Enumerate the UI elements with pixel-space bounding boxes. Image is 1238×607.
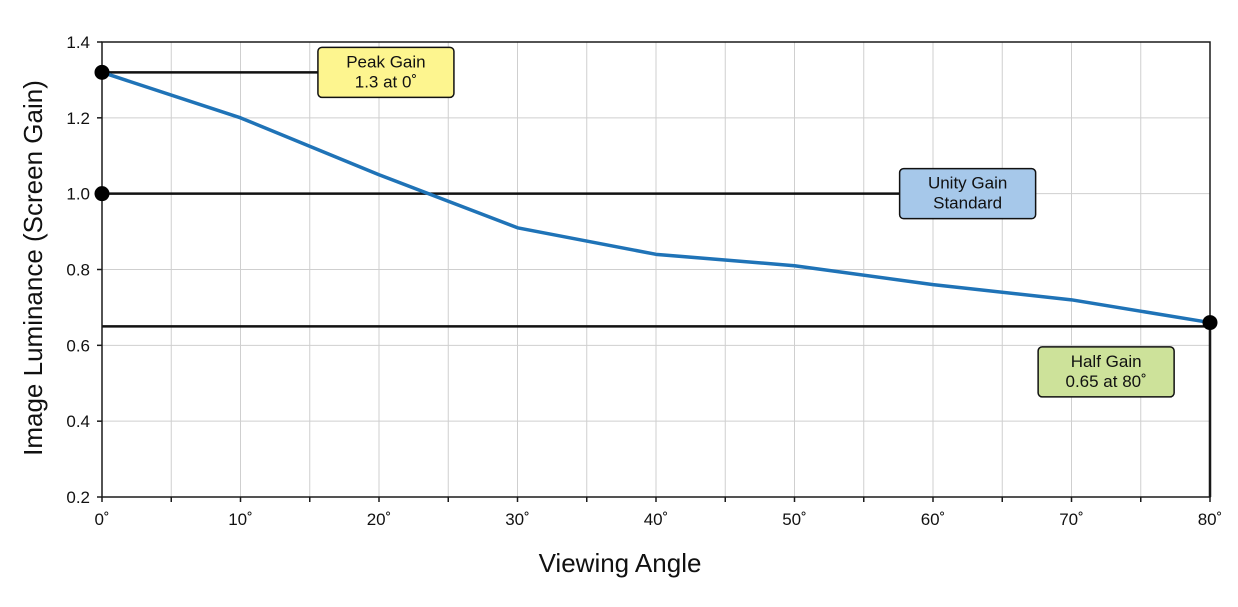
- y-axis-title: Image Luminance (Screen Gain): [18, 80, 48, 456]
- series-line: [100, 70, 1212, 325]
- y-tick-label: 1.4: [66, 33, 90, 52]
- annotation-text: Half Gain: [1071, 352, 1142, 371]
- annotation-text: Peak Gain: [346, 52, 425, 71]
- x-tick-label: 0˚: [94, 510, 109, 529]
- y-tick-label: 1.0: [66, 185, 90, 204]
- x-tick-label: 50˚: [782, 510, 807, 529]
- annotation-box: [317, 46, 455, 99]
- annotation-box: [898, 167, 1037, 220]
- tick-labels: 0˚ 10˚ 20˚ 30˚ 40˚ 50˚ 60˚ 70˚ 80˚ 0.2 0.4 0.6 0.8 1.…: [66, 33, 1222, 529]
- marker-point: [1202, 315, 1218, 331]
- x-tick-label: 20˚: [367, 510, 392, 529]
- y-tick-label: 1.2: [66, 109, 90, 128]
- annotation-text: 1.3 at 0˚: [355, 72, 417, 91]
- x-tick-label: 40˚: [644, 510, 669, 529]
- x-tick-label: 80˚: [1198, 510, 1223, 529]
- x-tick-label: 60˚: [921, 510, 946, 529]
- series-layer: [100, 70, 1212, 325]
- x-tick-label: 70˚: [1059, 510, 1084, 529]
- annotation-text: Unity Gain: [928, 174, 1007, 193]
- x-axis-title: Viewing Angle: [539, 548, 702, 578]
- y-tick-label: 0.8: [66, 261, 90, 280]
- marker-layer: [94, 64, 1218, 331]
- grid: [102, 42, 1210, 497]
- y-tick-label: 0.6: [66, 336, 90, 355]
- x-tick-label: 30˚: [505, 510, 530, 529]
- annotation-text: 0.65 at 80˚: [1065, 372, 1146, 391]
- marker-point: [94, 186, 110, 202]
- y-tick-label: 0.4: [66, 412, 90, 431]
- annotation-text: Standard: [933, 194, 1002, 213]
- axes: [97, 41, 1211, 502]
- annotation-box: [1037, 346, 1175, 398]
- x-tick-label: 10˚: [228, 510, 253, 529]
- marker-point: [94, 64, 110, 80]
- y-tick-label: 0.2: [66, 488, 90, 507]
